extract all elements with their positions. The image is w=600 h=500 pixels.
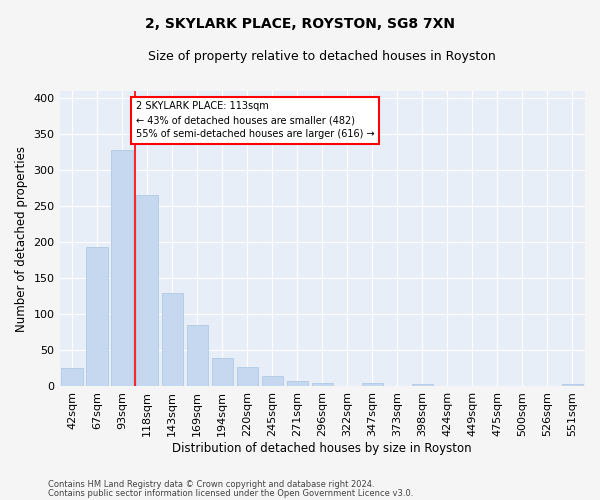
Bar: [262, 376, 283, 386]
Bar: [187, 325, 208, 386]
Text: Contains HM Land Registry data © Crown copyright and database right 2024.: Contains HM Land Registry data © Crown c…: [48, 480, 374, 489]
Bar: [86, 247, 108, 386]
Bar: [212, 358, 233, 386]
Title: Size of property relative to detached houses in Royston: Size of property relative to detached ho…: [148, 50, 496, 63]
X-axis label: Distribution of detached houses by size in Royston: Distribution of detached houses by size …: [172, 442, 472, 455]
Bar: [112, 150, 133, 386]
Bar: [412, 384, 433, 386]
Bar: [562, 384, 583, 386]
Bar: [311, 383, 333, 386]
Bar: [161, 292, 183, 386]
Text: 2 SKYLARK PLACE: 113sqm
← 43% of detached houses are smaller (482)
55% of semi-d: 2 SKYLARK PLACE: 113sqm ← 43% of detache…: [136, 102, 374, 140]
Bar: [236, 367, 258, 386]
Text: 2, SKYLARK PLACE, ROYSTON, SG8 7XN: 2, SKYLARK PLACE, ROYSTON, SG8 7XN: [145, 18, 455, 32]
Bar: [61, 368, 83, 386]
Bar: [362, 383, 383, 386]
Bar: [287, 380, 308, 386]
Text: Contains public sector information licensed under the Open Government Licence v3: Contains public sector information licen…: [48, 488, 413, 498]
Bar: [136, 195, 158, 386]
Y-axis label: Number of detached properties: Number of detached properties: [15, 146, 28, 332]
